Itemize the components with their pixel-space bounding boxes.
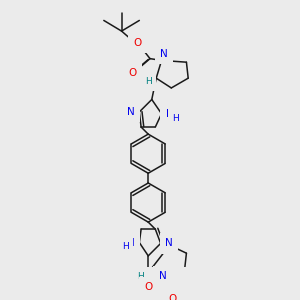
- Text: N: N: [160, 49, 168, 59]
- Text: H: H: [145, 77, 152, 86]
- Text: N: N: [128, 238, 135, 248]
- Text: N: N: [159, 271, 166, 281]
- Text: H: H: [172, 114, 179, 123]
- Text: H: H: [137, 272, 144, 281]
- Text: O: O: [144, 282, 152, 292]
- Text: N: N: [128, 107, 135, 117]
- Text: N: N: [165, 238, 172, 248]
- Text: O: O: [168, 294, 176, 300]
- Text: O: O: [128, 68, 136, 78]
- Text: O: O: [134, 38, 142, 48]
- Text: H: H: [122, 242, 128, 251]
- Text: N: N: [166, 109, 173, 119]
